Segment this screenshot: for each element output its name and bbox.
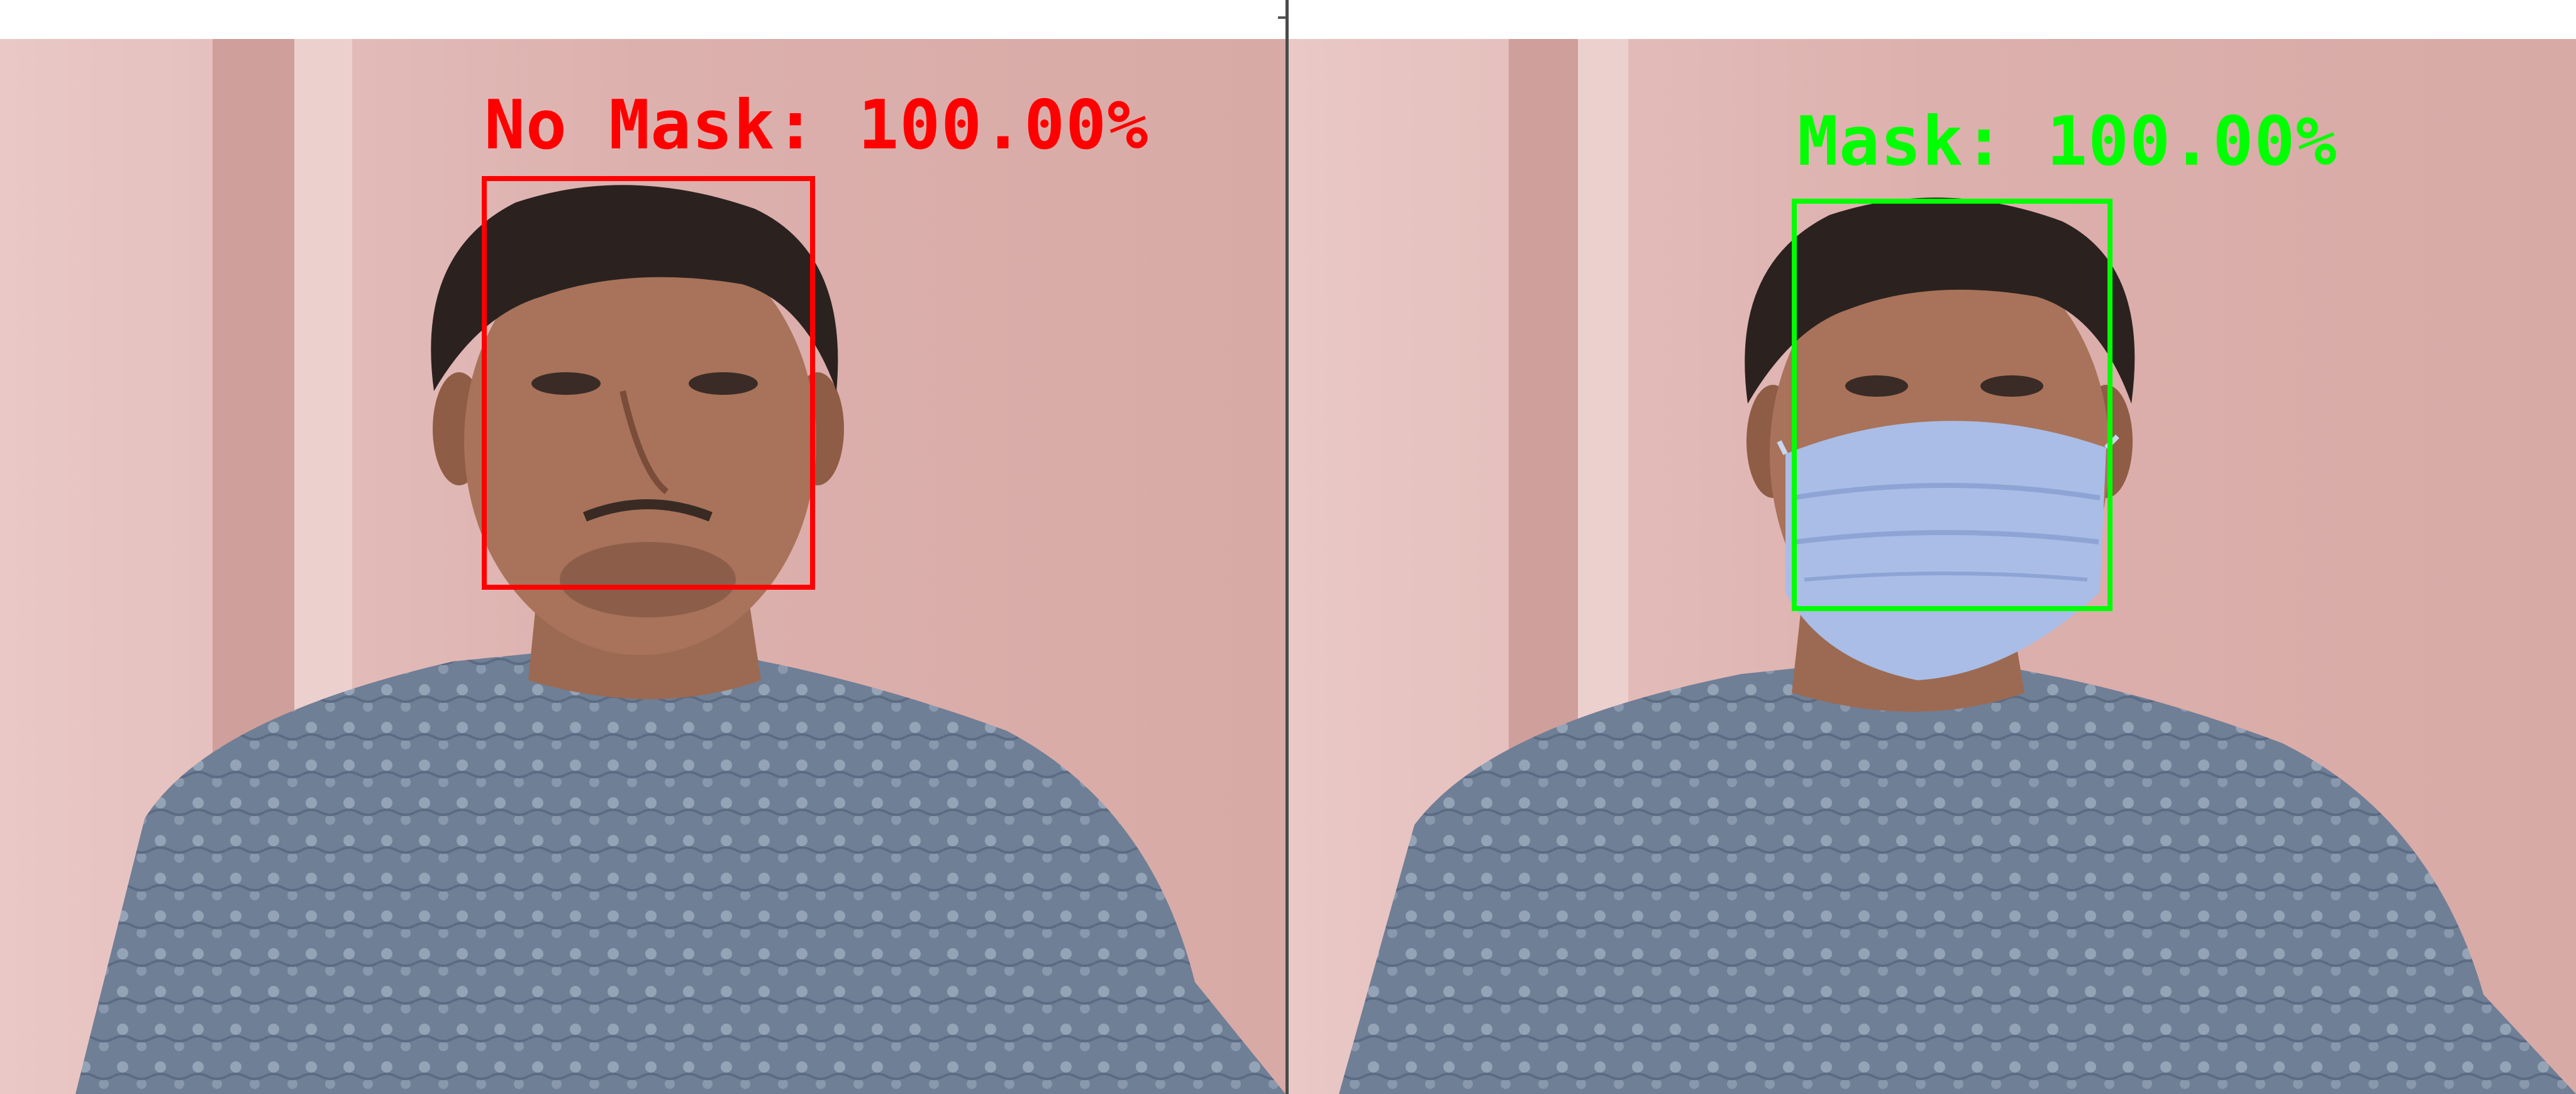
divider-tick — [1278, 16, 1285, 19]
panel-divider — [1285, 0, 1289, 1094]
detection-label-no-mask: No Mask: 100.00% — [484, 92, 1148, 160]
detection-box-right — [1792, 199, 2112, 611]
detection-label-mask: Mask: 100.00% — [1797, 108, 2337, 176]
detection-box-left — [482, 176, 815, 590]
camera-feed-left — [0, 39, 1285, 1094]
camera-feed-right — [1289, 39, 2576, 1094]
